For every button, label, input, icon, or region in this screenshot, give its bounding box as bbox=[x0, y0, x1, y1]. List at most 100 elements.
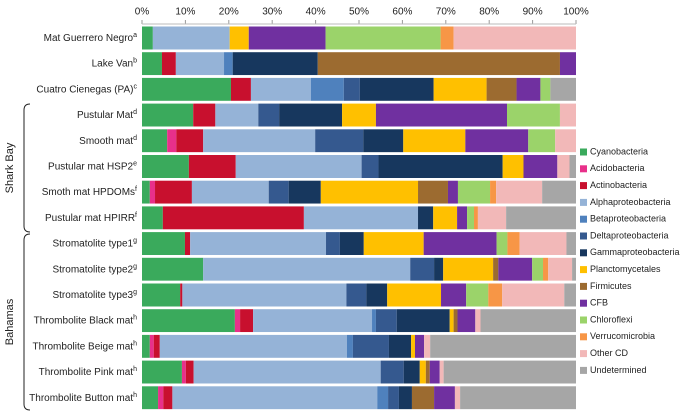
legend-swatch bbox=[580, 316, 587, 324]
bar-segment bbox=[475, 309, 481, 333]
bar-segment bbox=[550, 77, 576, 101]
bar-segment bbox=[557, 155, 570, 178]
bar-segment bbox=[182, 283, 347, 307]
bar-segment bbox=[519, 232, 567, 256]
bar-segment bbox=[191, 180, 269, 204]
bar-segment bbox=[430, 334, 576, 358]
bar-segment bbox=[516, 77, 541, 101]
bar-segment bbox=[248, 26, 326, 50]
x-tick-label: 10% bbox=[175, 7, 195, 18]
group-label: Shark Bay bbox=[4, 142, 16, 193]
bar-segment bbox=[153, 334, 160, 358]
bar-segment bbox=[425, 360, 430, 384]
category-name: Thrombolite Button mat bbox=[29, 392, 133, 403]
category-name: Pustular mat HPIRR bbox=[45, 213, 135, 224]
x-tick-label: 70% bbox=[436, 7, 456, 18]
bar-segment bbox=[203, 257, 411, 281]
bar-segment bbox=[506, 206, 576, 230]
bar-segment bbox=[480, 309, 576, 333]
bar-segment bbox=[559, 103, 576, 127]
legend-label: Actinobacteria bbox=[590, 180, 647, 190]
category-note: h bbox=[133, 340, 137, 347]
bar-segment bbox=[466, 283, 489, 307]
bar-segment bbox=[339, 232, 364, 256]
bar-segment bbox=[388, 334, 412, 358]
bar-segment bbox=[418, 206, 434, 230]
bar-segment bbox=[477, 206, 507, 230]
bar-segment bbox=[548, 257, 573, 281]
bar-segment bbox=[232, 52, 318, 76]
bar-segment bbox=[375, 103, 507, 127]
bar-segment bbox=[555, 129, 576, 153]
bar-segment bbox=[387, 283, 442, 307]
category-name: Smoth mat HPDOMs bbox=[42, 187, 135, 198]
bar-segment bbox=[359, 77, 434, 101]
legend-label: Verrucomicrobia bbox=[590, 331, 655, 341]
bar-segment bbox=[142, 103, 194, 127]
bar-segment bbox=[440, 26, 454, 50]
bar-segment bbox=[224, 52, 233, 76]
category-note: f bbox=[135, 212, 137, 219]
bar-segment bbox=[433, 77, 487, 101]
bar-segment bbox=[454, 386, 461, 410]
bar-segment bbox=[572, 257, 576, 281]
bar-segment bbox=[375, 309, 397, 333]
bar-segment bbox=[363, 232, 424, 256]
bar-segment bbox=[486, 77, 517, 101]
category-note: h bbox=[133, 392, 137, 399]
bar-segment bbox=[424, 334, 431, 358]
bar-segment bbox=[193, 360, 381, 384]
legend-swatch bbox=[580, 350, 587, 358]
bar-segment bbox=[419, 360, 426, 384]
y-tick-label: Thrombolite Black math bbox=[34, 315, 137, 327]
bar-segment bbox=[142, 26, 153, 50]
y-tick-label: Pustular Matd bbox=[77, 109, 137, 121]
bar-segment bbox=[465, 129, 529, 153]
category-name: Smooth mat bbox=[79, 135, 133, 146]
y-tick-label: Cuatro Cienegas (PA)c bbox=[36, 83, 137, 95]
bar-segment bbox=[158, 386, 164, 410]
bar-segment bbox=[288, 180, 321, 204]
bar-segment bbox=[433, 206, 458, 230]
bar-segment bbox=[366, 283, 388, 307]
bar-segment bbox=[142, 206, 163, 230]
bar-segment bbox=[490, 180, 497, 204]
legend-swatch bbox=[580, 232, 587, 240]
bar-segment bbox=[258, 103, 280, 127]
bar-segment bbox=[142, 257, 204, 281]
bar-segment bbox=[429, 360, 440, 384]
bar-segment bbox=[532, 257, 544, 281]
category-name: Pustular mat HSP2 bbox=[48, 161, 133, 172]
bar-segment bbox=[361, 155, 379, 178]
bar-segment bbox=[453, 309, 458, 333]
bar-segment bbox=[310, 77, 344, 101]
bar-segment bbox=[250, 77, 311, 101]
bar-segment bbox=[240, 309, 254, 333]
legend-label: Planctomycetales bbox=[590, 264, 661, 274]
legend-label: CFB bbox=[590, 298, 608, 308]
legend-swatch bbox=[580, 366, 587, 374]
bar-segment bbox=[411, 386, 435, 410]
bar-segment bbox=[167, 129, 177, 153]
bar-segment bbox=[460, 386, 576, 410]
bar-segment bbox=[176, 129, 204, 153]
legend-label: Gammaproteobacteria bbox=[590, 247, 680, 257]
bar-segment bbox=[142, 77, 231, 101]
bar-segment bbox=[279, 103, 343, 127]
bar-segment bbox=[142, 129, 168, 153]
bar-segment bbox=[457, 180, 491, 204]
bar-segment bbox=[380, 360, 404, 384]
category-note: g bbox=[133, 263, 137, 270]
bar-segment bbox=[180, 283, 183, 307]
bar-segment bbox=[457, 206, 468, 230]
bar-segment bbox=[142, 180, 150, 204]
bar-segment bbox=[523, 155, 558, 178]
bar-segment bbox=[317, 52, 560, 76]
category-name: Cuatro Cienegas (PA) bbox=[36, 84, 133, 95]
y-tick-label: Pustular mat HPIRRf bbox=[45, 212, 137, 224]
bar-segment bbox=[443, 257, 494, 281]
legend-label: Betaproteobacteria bbox=[590, 214, 666, 224]
bar-segment bbox=[543, 257, 549, 281]
legend-swatch bbox=[580, 148, 587, 156]
bar-segment bbox=[325, 26, 441, 50]
